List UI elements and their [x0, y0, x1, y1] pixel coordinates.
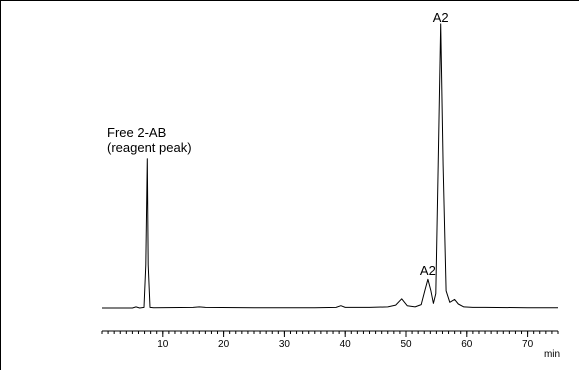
annotation-a2-minor: A2: [420, 263, 436, 278]
tick-labels: 10 20 30 40 50 60 70: [157, 339, 533, 350]
annotation-free-2ab: Free 2-AB: [107, 125, 166, 140]
x-axis-unit-label: min: [544, 349, 560, 360]
x-tick-label: 50: [400, 339, 412, 350]
x-tick-label: 70: [522, 339, 534, 350]
x-axis: 10 20 30 40 50 60 70 min: [101, 330, 560, 360]
chromatogram-trace-0: [102, 23, 558, 309]
annotation-reagent-peak: (reagent peak): [107, 140, 192, 155]
major-ticks: [162, 331, 529, 337]
trace-layer: [102, 23, 558, 309]
x-tick-label: 40: [340, 339, 352, 350]
annotation-a2-major: A2: [433, 10, 449, 25]
x-tick-label: 20: [218, 339, 230, 350]
x-tick-label: 60: [461, 339, 473, 350]
annotation-layer: Free 2-AB (reagent peak) A2 A2: [107, 10, 449, 278]
x-tick-label: 30: [279, 339, 291, 350]
x-tick-label: 10: [157, 339, 169, 350]
